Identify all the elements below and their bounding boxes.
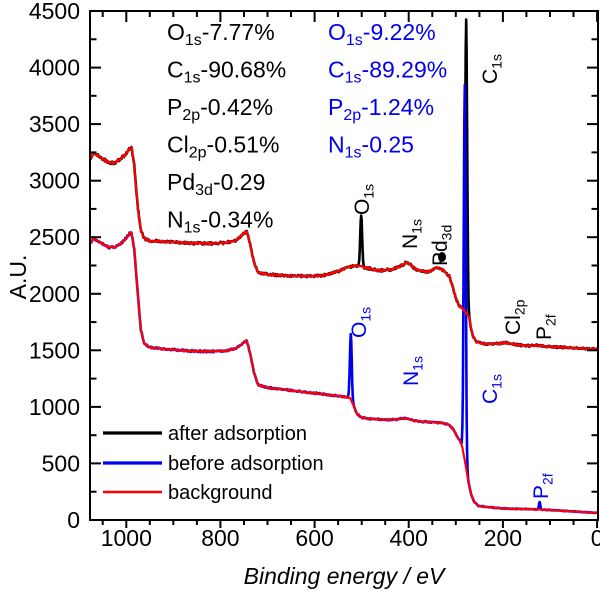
y-tick-label: 0 <box>67 507 80 533</box>
pd3d-peak-dot <box>438 252 446 262</box>
y-tick-label: 4000 <box>29 55 80 81</box>
peak-label-N1s: N1s <box>399 219 425 249</box>
y-tick-label: 2000 <box>29 281 80 307</box>
y-axis-title: A.U. <box>5 255 31 300</box>
composition-line-after: O1s-7.77% <box>167 19 275 49</box>
peak-label-Pd3d: Pd3d <box>429 225 455 266</box>
x-tick-label: 200 <box>484 525 522 551</box>
y-tick-label: 3500 <box>29 111 80 137</box>
composition-line-after: C1s-90.68% <box>167 57 286 87</box>
x-tick-label: 0 <box>591 525 600 551</box>
composition-line-after: Pd3d-0.29 <box>167 169 265 199</box>
background-curve-before <box>90 231 598 515</box>
legend-item-after-adsorption: after adsorption <box>103 423 307 445</box>
x-tick-labels: 1000 800 600 400 200 0 <box>101 525 600 551</box>
composition-line-before: N1s-0.25 <box>328 132 414 162</box>
x-tick-label: 400 <box>390 525 428 551</box>
peak-label-P2f: P2f <box>530 473 556 499</box>
peak-label-O1s: O1s <box>348 307 374 338</box>
x-tick-label: 1000 <box>101 525 152 551</box>
peak-label-Cl2p: Cl2p <box>502 299 528 335</box>
x-tick-label: 800 <box>201 525 239 551</box>
composition-line-after: N1s-0.34% <box>167 207 273 237</box>
peak-label-C1s: C1s <box>479 54 505 84</box>
x-tick-label: 600 <box>295 525 333 551</box>
composition-block-before: O1s-9.22% C1s-89.29% P2p-1.24% N1s-0.25 <box>328 19 447 162</box>
composition-block-after: O1s-7.77% C1s-90.68% P2p-0.42% Cl2p-0.51% Pd… <box>167 19 286 237</box>
y-tick-labels: 0 500 1000 1500 2000 2500 3000 3500 4000 4500 <box>29 0 80 533</box>
composition-line-after: Cl2p-0.51% <box>167 132 279 162</box>
background-curve-after <box>90 145 598 351</box>
y-tick-label: 4500 <box>29 0 80 24</box>
composition-line-after: P2p-0.42% <box>167 94 273 124</box>
legend-label: before adsorption <box>168 453 324 475</box>
spectra-curves <box>90 18 598 515</box>
plot-frame <box>89 10 599 521</box>
peak-label-O1s: O1s <box>351 184 377 215</box>
x-axis-title: Binding energy / eV <box>244 563 447 589</box>
y-tick-label: 500 <box>42 450 80 476</box>
composition-line-before: P2p-1.24% <box>328 94 434 124</box>
composition-line-before: O1s-9.22% <box>328 19 436 49</box>
y-tick-label: 1000 <box>29 394 80 420</box>
y-tick-label: 1500 <box>29 337 80 363</box>
legend: after adsorption before adsorption backgro… <box>103 423 324 504</box>
legend-label: after adsorption <box>168 423 307 445</box>
composition-line-before: C1s-89.29% <box>328 57 447 87</box>
legend-item-before-adsorption: before adsorption <box>103 453 324 475</box>
peak-label-P2f: P2f <box>533 314 559 340</box>
legend-item-background: background <box>103 482 273 504</box>
legend-label: background <box>168 482 273 504</box>
axis-ticks <box>91 10 599 528</box>
y-tick-label: 3000 <box>29 168 80 194</box>
peak-label-C1s: C1s <box>479 374 505 404</box>
peak-label-N1s: N1s <box>400 356 426 386</box>
y-tick-label: 2500 <box>29 224 80 250</box>
